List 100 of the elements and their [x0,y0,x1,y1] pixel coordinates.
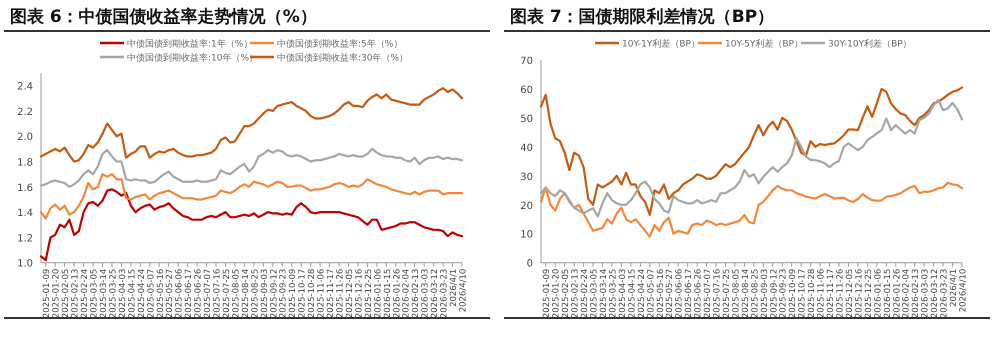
y-tick-label: 50 [520,114,533,125]
x-tick-label: 2026-01-26 [892,268,902,318]
x-tick-label: 2025-04-03 [618,268,628,318]
y-tick-label: 30 [520,172,533,183]
legend-label: 30Y-10Y利差（BP） [828,38,912,50]
x-tick-label: 2025-06-17 [684,268,694,318]
y-tick-label: 2.0 [17,132,33,144]
x-tick-label: 2026-03-23 [440,268,450,318]
x-tick-label: 2025-10-17 [298,268,308,318]
x-tick-label: 2025-11-26 [836,268,846,318]
x-tick-label: 2025-03-14 [98,268,109,318]
x-tick-label: 2026-03-03 [920,268,931,318]
x-tick-label: 2026/4/10 [458,268,468,312]
x-tick-label: 2026-01-06 [873,268,884,318]
x-tick-label: 2025-07-07 [203,268,214,318]
y-tick-label: 2.2 [17,106,33,118]
x-tick-label: 2025-01-09 [42,268,52,318]
x-tick-label: 2025-08-25 [250,268,260,318]
x-tick-label: 2025-07-25 [722,268,732,318]
x-tick-label: 2025-03-05 [90,268,100,318]
y-tick-label: 70 [520,56,533,67]
x-tick-label: 2025-12-05 [344,268,355,318]
y-tick-label: 10 [520,230,533,241]
x-tick-label: 2025-02-05 [561,268,572,318]
x-tick-label: 2025-09-03 [760,268,770,318]
x-tick-label: 2025-07-25 [222,268,232,318]
x-tick-label: 2025-06-06 [674,268,685,318]
x-tick-label: 2025-05-07 [146,268,156,318]
legend-label: 中债国债到期收益率:5年（%） [277,38,402,50]
x-tick-label: 2025-09-23 [778,268,789,318]
x-tick-label: 2025-02-24 [580,268,590,318]
x-tick-label: 2025-04-15 [127,268,138,318]
x-tick-label: 2025-07-16 [712,268,723,318]
x-tick-label: 2025-06-17 [184,268,194,318]
x-tick-label: 2026/4/1 [449,268,460,307]
x-tick-label: 2025-11-06 [816,268,827,318]
x-tick-label: 2025-09-12 [769,268,780,318]
x-tick-label: 2025-12-16 [854,268,864,318]
x-tick-label: 2025-09-23 [278,268,289,318]
x-tick-label: 2025-11-17 [826,268,836,318]
y-tick-label: 40 [520,142,533,154]
x-tick-label: 2025-11-26 [336,268,346,318]
x-tick-label: 2025-04-15 [627,268,638,318]
x-tick-label: 2025-10-09 [288,268,298,318]
x-tick-label: 2025-11-17 [326,268,336,318]
x-tick-label: 2025-07-16 [212,268,223,318]
x-tick-label: 2025-03-25 [108,268,118,318]
y-tick-label: 60 [520,84,533,96]
x-tick-label: 2025-05-16 [656,268,666,318]
x-tick-label: 2026-02-04 [402,268,412,318]
x-tick-label: 2025-02-13 [70,268,81,318]
x-tick-label: 2025-10-28 [807,268,818,318]
x-tick-label: 2025-03-05 [590,268,600,318]
x-tick-label: 2026-03-12 [430,268,440,318]
x-tick-label: 2025-02-13 [570,268,581,318]
x-tick-label: 2025-10-17 [798,268,808,318]
legend-label: 10Y-5Y利差（BP） [725,38,803,50]
y-tick-label: 0 [526,258,533,270]
x-tick-label: 2025-04-03 [118,268,128,318]
x-tick-label: 2025-08-05 [731,268,742,318]
x-tick-label: 2025-02-05 [61,268,72,318]
x-tick-label: 2025-08-25 [750,268,760,318]
x-tick-label: 2026-01-06 [373,268,384,318]
x-tick-label: 2025-05-16 [156,268,166,318]
x-tick-label: 2026-03-12 [930,268,940,318]
x-tick-label: 2026-03-03 [420,268,431,318]
x-tick-label: 2025-05-27 [165,268,176,318]
x-tick-label: 2025-12-25 [364,268,374,318]
x-tick-label: 2026/4/10 [958,268,968,312]
x-tick-label: 2025-12-05 [844,268,855,318]
x-tick-label: 2025-10-09 [788,268,798,318]
x-tick-label: 2026-02-04 [902,268,912,318]
chart-title: 图表 6：中债国债收益率走势情况（%） [10,7,317,27]
x-tick-label: 2025-12-25 [864,268,874,318]
x-tick-label: 2025-07-07 [703,268,714,318]
x-tick-label: 2025-08-05 [231,268,242,318]
legend-label: 中债国债到期收益率:1年（%） [127,38,252,50]
x-tick-label: 2025-03-14 [598,268,609,318]
x-tick-label: 2025-10-28 [307,268,318,318]
y-tick-label: 1.6 [17,182,33,194]
x-tick-label: 2026-01-15 [882,268,893,318]
x-tick-label: 2025-06-26 [194,268,204,318]
x-tick-label: 2025-09-12 [269,268,280,318]
y-tick-label: 1.4 [17,208,33,220]
y-tick-label: 20 [520,200,533,212]
x-tick-label: 2026/4/1 [949,268,960,307]
y-tick-label: 1.0 [17,258,33,270]
x-tick-label: 2025-08-14 [240,268,251,318]
x-tick-label: 2026-01-15 [382,268,393,318]
x-tick-label: 2026-02-13 [911,268,922,318]
y-tick-label: 2.4 [17,82,33,93]
x-tick-label: 2025-01-20 [52,268,62,318]
x-tick-label: 2026-01-26 [392,268,402,318]
x-tick-label: 2025-06-26 [694,268,704,318]
chart-title: 图表 7：国债期限利差情况（BP） [510,7,774,27]
x-tick-label: 2026-03-23 [940,268,950,318]
x-tick-label: 2025-06-06 [174,268,185,318]
x-tick-label: 2025-01-09 [542,268,552,318]
x-tick-label: 2025-05-27 [665,268,676,318]
x-tick-label: 2025-04-24 [636,268,647,318]
